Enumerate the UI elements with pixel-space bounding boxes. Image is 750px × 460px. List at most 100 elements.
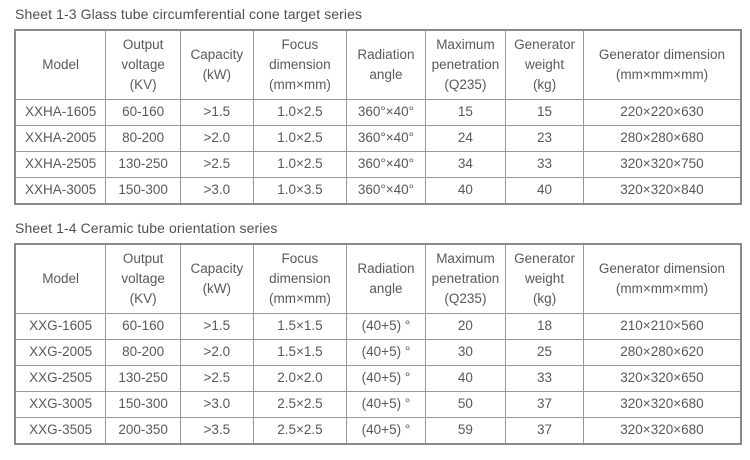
table-cell: 210×210×560	[582, 313, 742, 340]
table-cell: 30	[424, 339, 507, 366]
table-cell: 60-160	[105, 99, 182, 126]
table-cell: (40+5) °	[346, 365, 426, 392]
column-header: Radiation angle	[346, 243, 426, 314]
table-cell: 220×220×630	[582, 99, 742, 126]
table-cell: 1.0×2.5	[252, 99, 348, 126]
table-cell: >1.5	[180, 313, 254, 340]
table-cell: 320×320×650	[582, 365, 742, 392]
table-cell: XXG-2005	[14, 339, 107, 366]
table-cell: 2.5×2.5	[252, 391, 348, 418]
column-header: Generator dimension (mm×mm×mm)	[582, 243, 742, 314]
table-cell: 23	[505, 125, 584, 152]
table-cell: 24	[424, 125, 507, 152]
table-cell: 200-350	[105, 417, 182, 445]
table-cell: 40	[505, 177, 584, 205]
column-header: Radiation angle	[346, 29, 426, 100]
table-row: XXHA-3005 150-300 >3.0 1.0×3.5 360°×40° 40 40 3…	[14, 177, 742, 205]
column-header: Capacity (kW)	[180, 243, 254, 314]
table-cell: (40+5) °	[346, 339, 426, 366]
table-cell: 80-200	[105, 125, 182, 152]
table-cell: XXG-1605	[14, 313, 107, 340]
column-header: Output voltage (KV)	[105, 243, 182, 314]
table-cell: 2.0×2.0	[252, 365, 348, 392]
table-header: Model Output voltage (KV) Capacity (kW) Foc…	[14, 243, 742, 314]
table-cell: 360°×40°	[346, 151, 426, 178]
table-cell: XXHA-1605	[14, 99, 107, 126]
glass-tube-series-table: Model Output voltage (KV) Capacity (kW) Foc…	[14, 29, 742, 205]
column-header: Generator weight (kg)	[505, 243, 584, 314]
column-header: Maximum penetration (Q235)	[424, 243, 507, 314]
table-cell: 320×320×680	[582, 391, 742, 418]
table-body: XXHA-1605 60-160 >1.5 1.0×2.5 360°×40° 15 15 22…	[14, 99, 742, 205]
table-cell: 80-200	[105, 339, 182, 366]
table-cell: 59	[424, 417, 507, 445]
table-cell: 1.0×2.5	[252, 125, 348, 152]
spec-sheet-page: Sheet 1-3 Glass tube circumferential con…	[14, 6, 742, 445]
table-row: XXG-1605 60-160 >1.5 1.5×1.5 (40+5) ° 20 18 210…	[14, 313, 742, 340]
table-cell: 18	[505, 313, 584, 340]
table-cell: 37	[505, 391, 584, 418]
table-row: XXG-2005 80-200 >2.0 1.5×1.5 (40+5) ° 30 25 280…	[14, 339, 742, 366]
table-cell: 40	[424, 365, 507, 392]
table-cell: 1.5×1.5	[252, 339, 348, 366]
table-cell: 1.0×3.5	[252, 177, 348, 205]
table-cell: XXG-3005	[14, 391, 107, 418]
table-row: XXG-3505 200-350 >3.5 2.5×2.5 (40+5) ° 59 37 32…	[14, 417, 742, 445]
table-cell: 33	[505, 365, 584, 392]
ceramic-tube-series-section: Sheet 1-4 Ceramic tube orientation serie…	[14, 220, 742, 445]
column-header: Generator weight (kg)	[505, 29, 584, 100]
table-row: XXG-3005 150-300 >3.0 2.5×2.5 (40+5) ° 50 37 32…	[14, 391, 742, 418]
table-cell: 150-300	[105, 177, 182, 205]
sheet-1-3-title: Sheet 1-3 Glass tube circumferential con…	[15, 6, 363, 22]
table-cell: 60-160	[105, 313, 182, 340]
table-cell: 280×280×680	[582, 125, 742, 152]
column-header: Maximum penetration (Q235)	[424, 29, 507, 100]
table-cell: 320×320×750	[582, 151, 742, 178]
table-cell: (40+5) °	[346, 313, 426, 340]
table-cell: 15	[424, 99, 507, 126]
table-cell: 130-250	[105, 151, 182, 178]
column-header: Model	[14, 29, 107, 100]
table-cell: >2.5	[180, 151, 254, 178]
table-cell: XXG-2505	[14, 365, 107, 392]
table-cell: (40+5) °	[346, 417, 426, 445]
column-header: Capacity (kW)	[180, 29, 254, 100]
table-cell: 320×320×840	[582, 177, 742, 205]
header-row: Model Output voltage (KV) Capacity (kW) Foc…	[14, 243, 742, 314]
table-cell: 360°×40°	[346, 99, 426, 126]
table-cell: 15	[505, 99, 584, 126]
table-cell: 2.5×2.5	[252, 417, 348, 445]
column-header: Output voltage (KV)	[105, 29, 182, 100]
table-row: XXG-2505 130-250 >2.5 2.0×2.0 (40+5) ° 40 33 32…	[14, 365, 742, 392]
table-cell: 1.0×2.5	[252, 151, 348, 178]
table-cell: XXHA-2505	[14, 151, 107, 178]
table-body: XXG-1605 60-160 >1.5 1.5×1.5 (40+5) ° 20 18 210…	[14, 313, 742, 445]
header-row: Model Output voltage (KV) Capacity (kW) Foc…	[14, 29, 742, 100]
table-cell: 150-300	[105, 391, 182, 418]
table-cell: XXG-3505	[14, 417, 107, 445]
table-cell: >3.5	[180, 417, 254, 445]
ceramic-tube-series-table: Model Output voltage (KV) Capacity (kW) Foc…	[14, 243, 742, 445]
table-cell: >3.0	[180, 391, 254, 418]
table-cell: 1.5×1.5	[252, 313, 348, 340]
table-row: XXHA-2505 130-250 >2.5 1.0×2.5 360°×40° 34 33 3…	[14, 151, 742, 178]
table-cell: 50	[424, 391, 507, 418]
table-cell: 33	[505, 151, 584, 178]
table-cell: >3.0	[180, 177, 254, 205]
table-row: XXHA-2005 80-200 >2.0 1.0×2.5 360°×40° 24 23 28…	[14, 125, 742, 152]
column-header: Generator dimension (mm×mm×mm)	[582, 29, 742, 100]
table-header: Model Output voltage (KV) Capacity (kW) Foc…	[14, 29, 742, 100]
column-header: Focus dimension (mm×mm)	[252, 29, 348, 100]
column-header: Model	[14, 243, 107, 314]
table-cell: 37	[505, 417, 584, 445]
table-cell: >1.5	[180, 99, 254, 126]
table-cell: 320×320×680	[582, 417, 742, 445]
table-row: XXHA-1605 60-160 >1.5 1.0×2.5 360°×40° 15 15 22…	[14, 99, 742, 126]
table-cell: 34	[424, 151, 507, 178]
table-cell: 20	[424, 313, 507, 340]
table-cell: 360°×40°	[346, 125, 426, 152]
table-cell: 25	[505, 339, 584, 366]
table-cell: 130-250	[105, 365, 182, 392]
sheet-1-4-title: Sheet 1-4 Ceramic tube orientation serie…	[15, 220, 278, 236]
glass-tube-series-section: Sheet 1-3 Glass tube circumferential con…	[14, 6, 742, 205]
